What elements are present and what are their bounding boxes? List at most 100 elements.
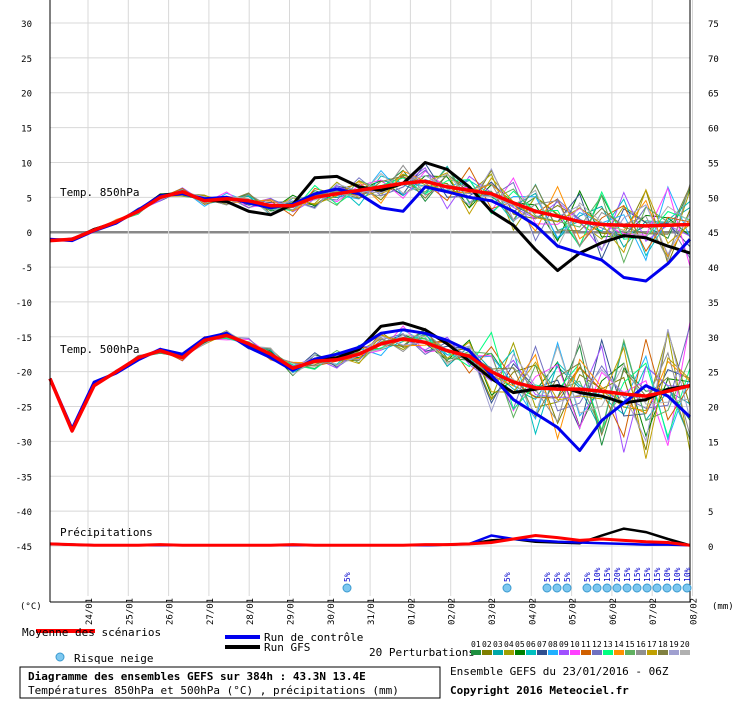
member-number-label: 19 — [669, 640, 679, 649]
snow-risk-label: 5% — [583, 572, 592, 582]
member-color-swatch — [471, 650, 481, 655]
member-number-label: 20 — [680, 640, 690, 649]
snow-risk-markers: 5% 5% 5% 5% 5% 5% 10% 15% 20% 15% 15% 15% 15% 10% 10% 1… — [342, 567, 692, 593]
date-label: 26/01 — [166, 598, 176, 625]
snowflake-icon — [502, 583, 512, 593]
member-color-swatch — [526, 650, 536, 655]
member-color-swatch — [515, 650, 525, 655]
grid-lines — [50, 0, 693, 596]
snow-risk-label: 10% — [683, 567, 692, 582]
member-number-label: 08 — [548, 640, 558, 649]
left-tick-label: -15 — [16, 334, 32, 344]
member-number-label: 02 — [482, 640, 492, 649]
right-tick-label: 0 — [708, 543, 713, 553]
date-label: 08/02 — [690, 598, 700, 625]
date-label: 01/02 — [407, 598, 417, 625]
snow-risk-label: 15% — [653, 567, 662, 582]
member-color-swatch — [669, 650, 679, 655]
snowflake-icon — [682, 583, 692, 593]
member-color-swatch — [482, 650, 492, 655]
snow-risk-label: 10% — [593, 567, 602, 582]
left-tick-label: 20 — [21, 90, 32, 100]
snowflake-icon — [652, 583, 662, 593]
caption-box — [19, 666, 441, 699]
member-color-swatch — [570, 650, 580, 655]
member-color-swatch — [636, 650, 646, 655]
member-color-swatch — [504, 650, 514, 655]
date-label: 05/02 — [569, 598, 579, 625]
right-tick-label: 75 — [708, 20, 719, 30]
member-number-label: 17 — [647, 640, 657, 649]
snow-risk-label: 15% — [603, 567, 612, 582]
member-number-label: 01 — [471, 640, 481, 649]
date-label: 31/01 — [367, 598, 377, 625]
member-number-label: 14 — [614, 640, 624, 649]
main-series — [48, 161, 692, 547]
snow-risk-label: 5% — [563, 572, 572, 582]
date-label: 04/02 — [528, 598, 538, 625]
t850-panel-label: Temp. 850hPa — [60, 186, 139, 199]
date-label: 06/02 — [609, 598, 619, 625]
legend-mean-label: Moyenne des scénarios — [22, 626, 162, 639]
right-tick-label: 10 — [708, 473, 719, 483]
member-color-swatch — [625, 650, 635, 655]
snowflake-icon — [612, 583, 622, 593]
snow-risk-label: 10% — [663, 567, 672, 582]
left-tick-label: -5 — [21, 264, 32, 274]
member-color-swatch — [647, 650, 657, 655]
right-tick-label: 30 — [708, 334, 719, 344]
snowflake-icon — [622, 583, 632, 593]
right-tick-label: 25 — [708, 369, 719, 379]
snow-risk-label: 15% — [643, 567, 652, 582]
snow-risk-label: 10% — [673, 567, 682, 582]
snowflake-icon — [552, 583, 562, 593]
left-tick-label: 30 — [21, 20, 32, 30]
right-tick-label: 15 — [708, 438, 719, 448]
member-number-label: 03 — [493, 640, 503, 649]
member-number-label: 06 — [526, 640, 536, 649]
snowflake-icon — [602, 583, 612, 593]
left-tick-label: -30 — [16, 438, 32, 448]
chart-subtitle: Températures 850hPa et 500hPa (°C) , pré… — [28, 684, 399, 697]
member-number-label: 18 — [658, 640, 668, 649]
right-tick-label: 45 — [708, 229, 719, 239]
date-label: 03/02 — [488, 598, 498, 625]
left-tick-label: 15 — [21, 125, 32, 135]
legend-snow-label: Risque neige — [74, 652, 153, 665]
member-number-label: 04 — [504, 640, 514, 649]
right-tick-label: 65 — [708, 90, 719, 100]
member-color-swatch — [592, 650, 602, 655]
date-label: 29/01 — [287, 598, 297, 625]
series-precip-line — [49, 533, 691, 547]
snowflake-icon — [562, 583, 572, 593]
member-color-swatch — [680, 650, 690, 655]
legend-perturbations-label: 20 Perturbations — [369, 646, 475, 659]
member-number-label: 13 — [603, 640, 613, 649]
snow-risk-label: 5% — [343, 572, 352, 582]
date-label: 24/01 — [85, 598, 95, 625]
right-tick-label: 50 — [708, 194, 719, 204]
member-color-swatch — [603, 650, 613, 655]
member-number-label: 09 — [559, 640, 569, 649]
snowflake-icon — [582, 583, 592, 593]
left-tick-label: 10 — [21, 159, 32, 169]
snow-risk-label: 15% — [633, 567, 642, 582]
left-tick-label: -10 — [16, 299, 32, 309]
member-color-swatch — [559, 650, 569, 655]
member-number-label: 10 — [570, 640, 580, 649]
left-tick-label: -35 — [16, 473, 32, 483]
snowflake-icon — [542, 583, 552, 593]
left-tick-label: 25 — [21, 55, 32, 65]
date-label: 25/01 — [125, 598, 135, 625]
member-color-swatch — [493, 650, 503, 655]
snowflake-icon — [632, 583, 642, 593]
member-color-swatch — [537, 650, 547, 655]
precip-panel-label: Précipitations — [60, 526, 153, 539]
snow-risk-label: 20% — [613, 567, 622, 582]
snowflake-icon — [342, 583, 352, 593]
member-color-swatch — [548, 650, 558, 655]
date-label: 02/02 — [448, 598, 458, 625]
